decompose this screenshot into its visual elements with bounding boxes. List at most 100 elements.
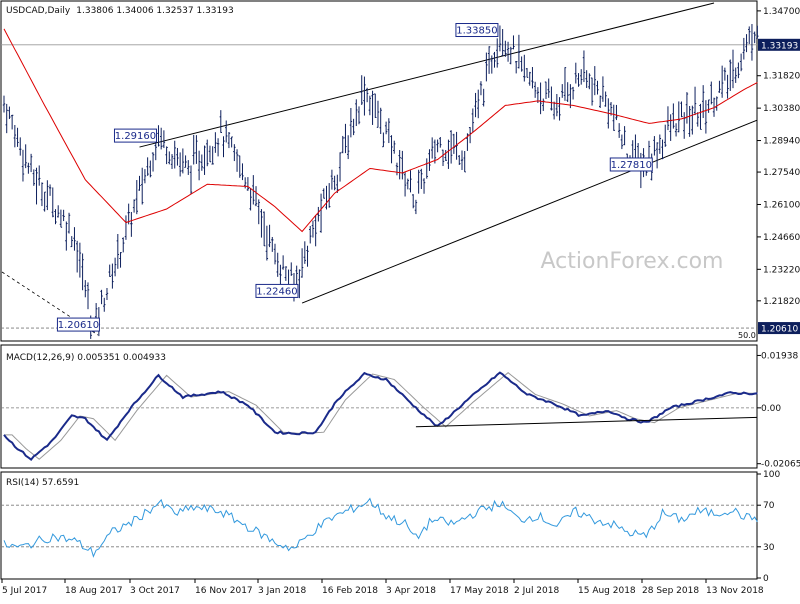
ohlc-bar xyxy=(696,112,699,127)
ohlc-bar xyxy=(216,138,220,157)
ohlc-bar xyxy=(86,282,90,310)
ohlc-bar xyxy=(715,96,718,111)
ohlc-bar xyxy=(601,76,605,102)
ohlc-bar xyxy=(336,174,339,193)
ohlc-bar xyxy=(390,135,393,164)
ohlc-bar xyxy=(141,167,144,205)
ohlc-bar xyxy=(672,103,675,129)
ohlc-bar xyxy=(674,123,678,137)
ohlc-bar xyxy=(330,169,334,190)
ohlc-bar xyxy=(509,46,512,65)
ohlc-bar xyxy=(162,130,166,149)
macd-axis-label: 0.01938 xyxy=(761,351,798,361)
ohlc-bar xyxy=(384,121,388,135)
ohlc-bar xyxy=(449,130,453,164)
ohlc-bar xyxy=(588,73,591,90)
ohlc-bar xyxy=(412,194,415,209)
rsi-layer xyxy=(1,497,758,558)
ohlc-bar xyxy=(273,243,277,265)
ohlc-bar xyxy=(159,127,163,150)
price-axis-label: 1.23220 xyxy=(763,265,800,275)
fib-price-tag: 1.20610 xyxy=(758,322,800,335)
ohlc-bar xyxy=(620,134,624,150)
ohlc-bar xyxy=(57,205,60,218)
rsi-axis-label: 100 xyxy=(763,470,780,480)
ohlc-bar xyxy=(151,152,155,172)
ohlc-bar xyxy=(178,152,182,177)
ohlc-bar xyxy=(306,245,309,267)
ohlc-bar xyxy=(40,182,44,207)
ohlc-bar xyxy=(214,132,217,153)
date-axis-label: 18 Aug 2017 xyxy=(65,586,123,596)
ohlc-bar xyxy=(271,236,274,252)
fib-50-label: 50.0 xyxy=(738,331,756,340)
ohlc-bar xyxy=(531,67,534,89)
ohlc-bar xyxy=(403,172,407,197)
date-axis-label: 16 Nov 2017 xyxy=(195,586,253,596)
ohlc-bar xyxy=(720,65,724,98)
ohlc-bar xyxy=(417,169,420,194)
ohlc-bar xyxy=(268,224,271,248)
ohlc-bar xyxy=(254,186,258,207)
ohlc-bar xyxy=(745,34,748,53)
ohlc-bar xyxy=(16,127,19,147)
ohlc-bar xyxy=(558,97,561,121)
price-layer: 1.33850 1.29160 1.27810 1.22460 1.20610 xyxy=(1,2,759,339)
ohlc-bar xyxy=(701,85,705,119)
ohlc-bar xyxy=(658,134,662,154)
macd-layer xyxy=(1,371,758,461)
ohlc-bar xyxy=(176,147,179,166)
last-price-tag-label: 1.33193 xyxy=(761,41,798,51)
ohlc-bar xyxy=(5,103,8,134)
ohlc-bar xyxy=(65,221,68,251)
ohlc-bar xyxy=(195,135,198,164)
ohlc-bar xyxy=(262,211,266,247)
ohlc-bar xyxy=(189,165,193,195)
ohlc-bar xyxy=(428,149,431,171)
price-axis-label: 1.26100 xyxy=(763,200,800,210)
ohlc-bar xyxy=(371,90,374,125)
ohlc-bar xyxy=(512,35,515,50)
ohlc-bar xyxy=(303,241,307,264)
price-axis-label: 1.24660 xyxy=(763,233,800,243)
ohlc-bar xyxy=(504,40,507,57)
ohlc-bar xyxy=(726,74,729,99)
ohlc-bar xyxy=(753,31,756,44)
ohlc-bar xyxy=(46,180,49,211)
ohlc-bar xyxy=(737,62,740,79)
ohlc-bar xyxy=(314,215,317,247)
ohlc-bar xyxy=(666,106,670,131)
ohlc-bar xyxy=(723,67,727,81)
ohlc-bar xyxy=(471,108,475,133)
ohlc-bar xyxy=(352,118,355,136)
ohlc-bar xyxy=(322,188,325,199)
ohlc-bar xyxy=(108,264,111,277)
descending-trend-line xyxy=(1,271,99,336)
ohlc-bar xyxy=(38,165,41,186)
ohlc-bar xyxy=(281,255,285,270)
ohlc-bar xyxy=(718,80,721,93)
ohlc-bar xyxy=(580,69,583,85)
ohlc-bar xyxy=(257,199,260,225)
ohlc-bar xyxy=(691,105,694,135)
price-axis-label: 1.30380 xyxy=(763,104,800,114)
ohlc-bar xyxy=(309,225,312,244)
price-axis-label: 1.27540 xyxy=(763,168,800,178)
date-axis-label: 2 Jul 2018 xyxy=(514,586,559,596)
ohlc-bar xyxy=(569,84,572,109)
ohlc-bar xyxy=(493,51,496,68)
ohlc-bar xyxy=(398,150,401,180)
ohlc-bar xyxy=(143,169,147,184)
ohlc-bar xyxy=(525,67,529,78)
ohlc-bar xyxy=(482,88,485,107)
ohlc-bar xyxy=(756,25,759,39)
ohlc-bar xyxy=(623,126,626,146)
ohlc-bar xyxy=(365,87,369,103)
ohlc-bar xyxy=(138,175,141,191)
ohlc-bar xyxy=(615,104,618,121)
ohlc-bar xyxy=(490,55,493,74)
ohlc-bar xyxy=(84,280,87,298)
rsi-axis-label: 30 xyxy=(763,543,775,553)
ohlc-bar xyxy=(688,106,691,137)
